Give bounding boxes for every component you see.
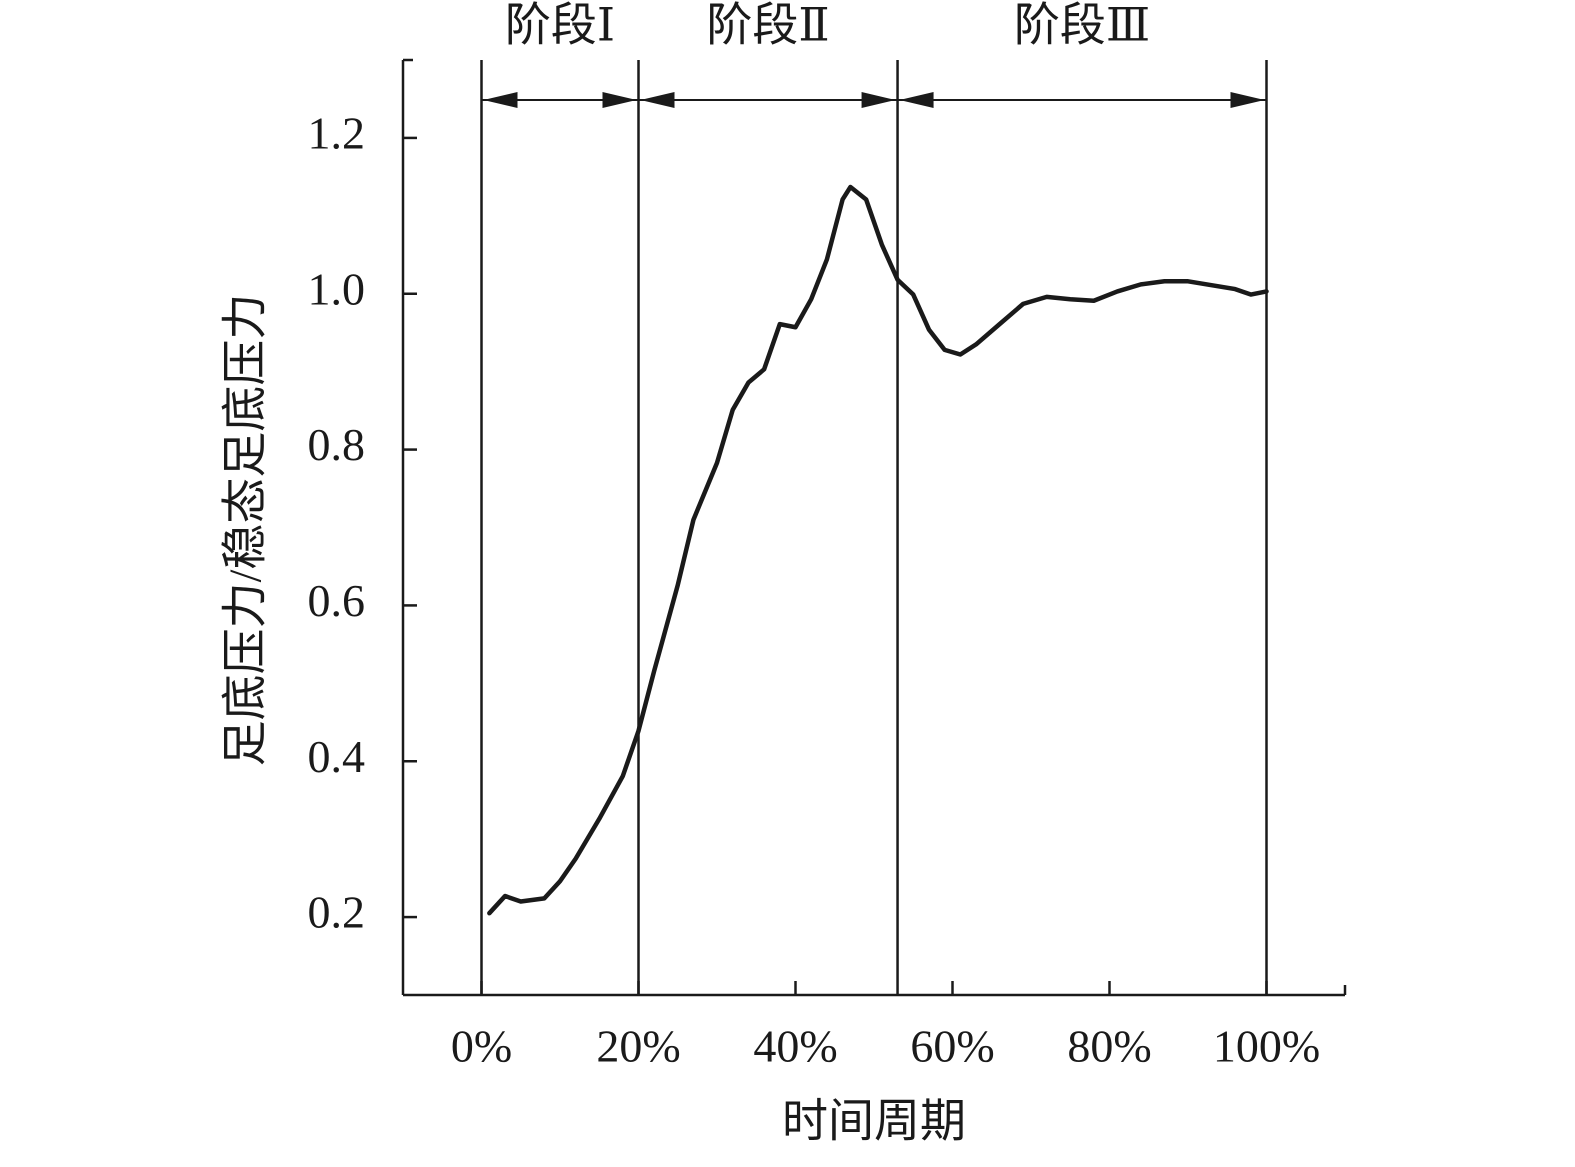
x-tick-label: 100% [1213, 1021, 1320, 1072]
phase-label: 阶段Ⅲ [1014, 0, 1150, 51]
x-tick-label: 0% [451, 1021, 512, 1072]
y-tick-label: 0.6 [308, 575, 366, 626]
data-line [487, 184, 1269, 916]
x-tick-label: 40% [753, 1021, 837, 1072]
phase-arrow [638, 92, 898, 108]
y-axis-label: 足底压力/稳态足底压力 [220, 294, 271, 767]
y-tick-label: 1.2 [308, 107, 366, 158]
y-tick-label: 0.4 [308, 731, 366, 782]
phase-label: 阶段Ⅱ [706, 0, 829, 51]
y-tick-label: 1.0 [308, 263, 366, 314]
x-tick-label: 60% [910, 1021, 994, 1072]
phase-arrow [897, 92, 1267, 108]
phase-label: 阶段Ⅰ [505, 0, 615, 51]
x-axis-label: 时间周期 [782, 1096, 966, 1147]
y-tick-label: 0.8 [308, 419, 366, 470]
x-tick-label: 20% [596, 1021, 680, 1072]
phase-arrow [481, 92, 639, 108]
x-tick-label: 80% [1067, 1021, 1151, 1072]
y-tick-label: 0.2 [308, 887, 366, 938]
